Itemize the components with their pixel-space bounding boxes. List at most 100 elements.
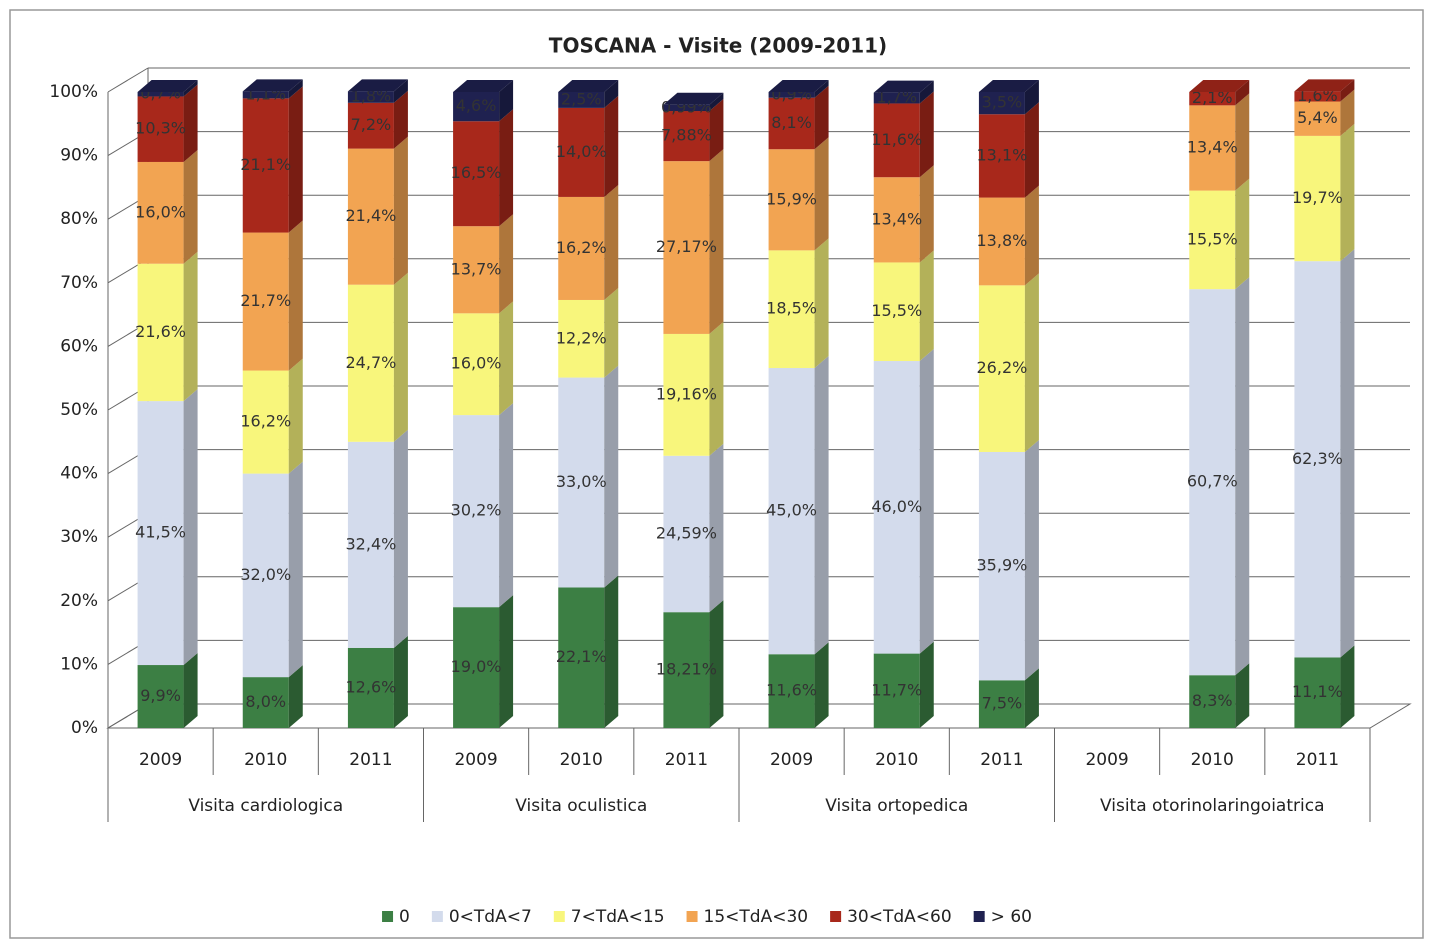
y-tick-label: 90%	[60, 146, 98, 166]
data-label: 35,9%	[977, 556, 1028, 575]
data-label: 11,7%	[871, 680, 922, 699]
x-tick-label: 2010	[875, 750, 918, 770]
bar-side	[1235, 80, 1250, 106]
bar-segment	[978, 92, 1025, 115]
bar-segment	[242, 677, 289, 728]
bar-side	[919, 91, 934, 178]
bar-segment	[873, 361, 920, 654]
bar-side	[499, 595, 514, 728]
legend-label: 0	[399, 907, 410, 927]
data-label: 8,3%	[1192, 691, 1233, 710]
data-label: 15,5%	[1187, 229, 1238, 248]
bar-segment	[978, 285, 1025, 452]
data-label: 2,5%	[561, 89, 602, 108]
data-label: 24,59%	[656, 523, 717, 542]
data-label: 8,0%	[245, 692, 286, 711]
bar-segment	[1189, 675, 1236, 728]
bar-side	[604, 184, 619, 300]
x-tick-label: 2009	[1085, 750, 1128, 770]
bar-segment	[558, 196, 605, 300]
x-tick-label: 2011	[665, 750, 708, 770]
bar-segment	[137, 92, 184, 97]
bar-segment	[1189, 92, 1236, 106]
data-label: 18,21%	[656, 660, 717, 679]
data-label: 21,1%	[240, 155, 291, 174]
bar-side	[814, 642, 829, 728]
data-label: 12,2%	[556, 328, 607, 347]
legend-swatch	[553, 911, 565, 922]
data-label: 11,6%	[766, 681, 817, 700]
data-label: 60,7%	[1187, 472, 1238, 491]
bar-segment	[347, 441, 394, 648]
legend-swatch	[686, 911, 698, 922]
bar-side	[183, 84, 198, 162]
legend-swatch	[830, 911, 842, 922]
data-label: 21,6%	[135, 322, 186, 341]
bar-segment	[1189, 289, 1236, 676]
group-label: Visita otorinolaringoiatrica	[1100, 796, 1325, 816]
bar-side	[499, 214, 514, 314]
bar-segment	[978, 680, 1025, 728]
bar-segment	[768, 250, 815, 369]
data-label: 16,0%	[135, 202, 186, 221]
data-label: 7,5%	[982, 694, 1023, 713]
bar-segment	[768, 92, 815, 98]
bar-segment	[347, 284, 394, 442]
grid-diagonal	[107, 67, 149, 93]
bar-segment	[347, 91, 394, 103]
x-tick-label: 2011	[1296, 750, 1339, 770]
bar-segment	[558, 107, 605, 197]
bar-side	[814, 238, 829, 369]
y-tick-label: 60%	[60, 336, 98, 356]
data-label: 26,2%	[977, 358, 1028, 377]
bar-segment	[663, 333, 710, 456]
bar-side	[1340, 89, 1355, 136]
data-label: 16,2%	[556, 238, 607, 257]
bar-side	[814, 137, 829, 251]
bar-side	[288, 86, 303, 233]
bar-side	[919, 250, 934, 362]
bar-side	[709, 600, 724, 728]
bar-side	[393, 635, 408, 728]
data-label: 21,4%	[346, 206, 397, 225]
bar-segment	[347, 647, 394, 728]
y-tick-label: 10%	[60, 654, 98, 674]
group-label: Visita ortopedica	[825, 796, 968, 816]
x-tick-label: 2009	[139, 750, 182, 770]
data-label: 16,2%	[240, 412, 291, 431]
bar-side	[1235, 663, 1250, 728]
data-label: 62,3%	[1292, 449, 1343, 468]
bar-side	[393, 79, 408, 103]
bar-top	[978, 80, 1039, 92]
bar-segment	[1189, 105, 1236, 191]
bar-side	[183, 389, 198, 666]
legend-label: 7<TdA<15	[571, 907, 665, 927]
bar-side	[709, 99, 724, 162]
bar-segment	[873, 653, 920, 728]
bar-segment	[558, 92, 605, 108]
bar-segment	[137, 96, 184, 162]
bar-side	[919, 80, 934, 104]
y-tick-label: 40%	[60, 464, 98, 484]
y-tick-label: 70%	[60, 273, 98, 293]
bar-side	[1235, 93, 1250, 191]
bar-segment	[137, 401, 184, 666]
bar-segment	[558, 377, 605, 588]
bar-top	[453, 80, 514, 92]
bar-segment	[242, 98, 289, 233]
legend-label: > 60	[991, 907, 1032, 927]
legend-label: 15<TdA<30	[704, 907, 809, 927]
bar-side	[1024, 439, 1039, 681]
data-label: 41,5%	[135, 523, 186, 542]
data-label: 10,3%	[135, 119, 186, 138]
data-label: 46,0%	[871, 497, 922, 516]
data-label: 5,4%	[1297, 108, 1338, 127]
legend-swatch	[431, 911, 443, 922]
bar-side	[604, 95, 619, 197]
bar-segment	[558, 587, 605, 728]
y-tick-label: 20%	[60, 591, 98, 611]
bar-side	[393, 272, 408, 442]
bar-top	[242, 79, 303, 92]
data-label: 13,4%	[871, 209, 922, 228]
bar-side	[1235, 178, 1250, 290]
